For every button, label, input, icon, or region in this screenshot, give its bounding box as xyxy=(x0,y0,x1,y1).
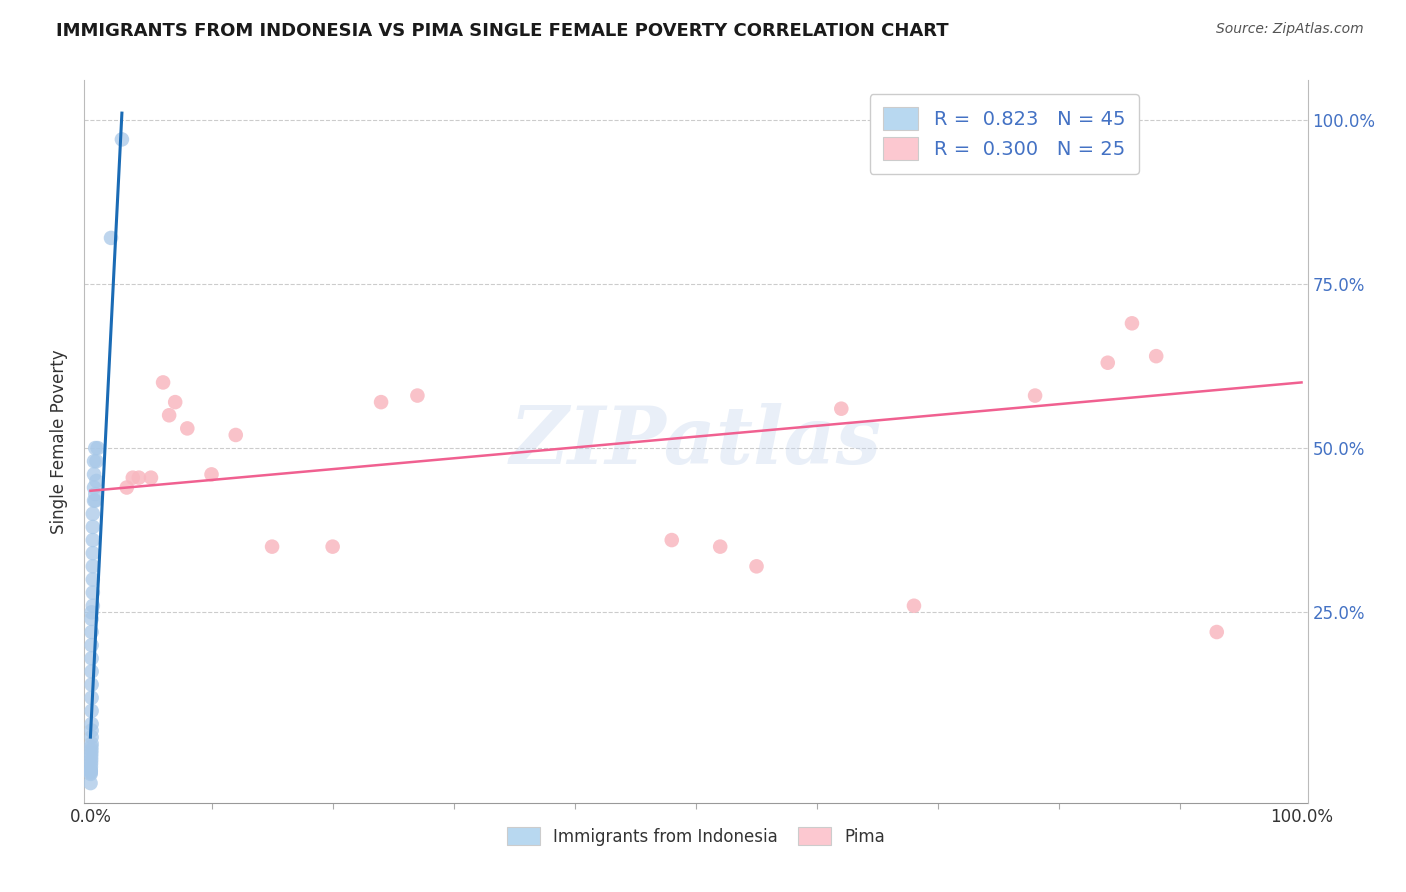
Point xyxy=(82,520,104,534)
Point xyxy=(80,756,103,771)
Point xyxy=(82,507,104,521)
Point xyxy=(80,749,103,764)
Point xyxy=(83,467,105,482)
Point xyxy=(82,546,104,560)
Point xyxy=(80,651,103,665)
Point xyxy=(79,776,101,790)
Point xyxy=(128,470,150,484)
Point xyxy=(80,747,103,761)
Point xyxy=(100,231,122,245)
Y-axis label: Single Female Poverty: Single Female Poverty xyxy=(51,350,69,533)
Point xyxy=(80,612,103,626)
Point xyxy=(1205,625,1227,640)
Point xyxy=(745,559,768,574)
Point xyxy=(82,559,104,574)
Point xyxy=(709,540,731,554)
Point xyxy=(152,376,174,390)
Point xyxy=(903,599,925,613)
Point xyxy=(80,665,103,679)
Point xyxy=(79,765,101,780)
Point xyxy=(121,470,143,484)
Point xyxy=(115,481,138,495)
Legend: Immigrants from Indonesia, Pima: Immigrants from Indonesia, Pima xyxy=(496,817,896,856)
Point xyxy=(322,540,344,554)
Point xyxy=(82,573,104,587)
Point xyxy=(83,454,105,468)
Point xyxy=(86,454,108,468)
Point xyxy=(79,767,101,781)
Point xyxy=(952,132,974,146)
Point xyxy=(1024,388,1046,402)
Point xyxy=(86,441,108,455)
Point xyxy=(80,760,103,774)
Point xyxy=(165,395,187,409)
Point xyxy=(157,409,180,423)
Point xyxy=(80,677,103,691)
Point xyxy=(80,690,103,705)
Point xyxy=(830,401,852,416)
Point xyxy=(80,730,103,744)
Point xyxy=(176,421,198,435)
Point xyxy=(661,533,683,547)
Point xyxy=(80,743,103,757)
Point xyxy=(80,638,103,652)
Point xyxy=(80,739,103,754)
Point xyxy=(262,540,284,554)
Point xyxy=(111,132,134,146)
Point xyxy=(80,753,103,767)
Point xyxy=(1121,316,1143,330)
Point xyxy=(84,493,107,508)
Point xyxy=(1097,356,1119,370)
Point xyxy=(80,717,103,731)
Point xyxy=(139,470,162,484)
Point xyxy=(370,395,392,409)
Point xyxy=(84,487,107,501)
Point xyxy=(82,599,104,613)
Point xyxy=(406,388,429,402)
Text: IMMIGRANTS FROM INDONESIA VS PIMA SINGLE FEMALE POVERTY CORRELATION CHART: IMMIGRANTS FROM INDONESIA VS PIMA SINGLE… xyxy=(56,22,949,40)
Text: Source: ZipAtlas.com: Source: ZipAtlas.com xyxy=(1216,22,1364,37)
Point xyxy=(80,704,103,718)
Point xyxy=(82,533,104,547)
Point xyxy=(84,441,107,455)
Text: ZIPatlas: ZIPatlas xyxy=(510,403,882,480)
Point xyxy=(80,723,103,738)
Point xyxy=(86,474,108,488)
Point xyxy=(1144,349,1167,363)
Point xyxy=(83,493,105,508)
Point xyxy=(225,428,247,442)
Point xyxy=(80,605,103,619)
Point xyxy=(200,467,222,482)
Point xyxy=(80,763,103,777)
Point xyxy=(80,625,103,640)
Point xyxy=(80,764,103,779)
Point xyxy=(82,585,104,599)
Point xyxy=(80,737,103,751)
Point xyxy=(83,481,105,495)
